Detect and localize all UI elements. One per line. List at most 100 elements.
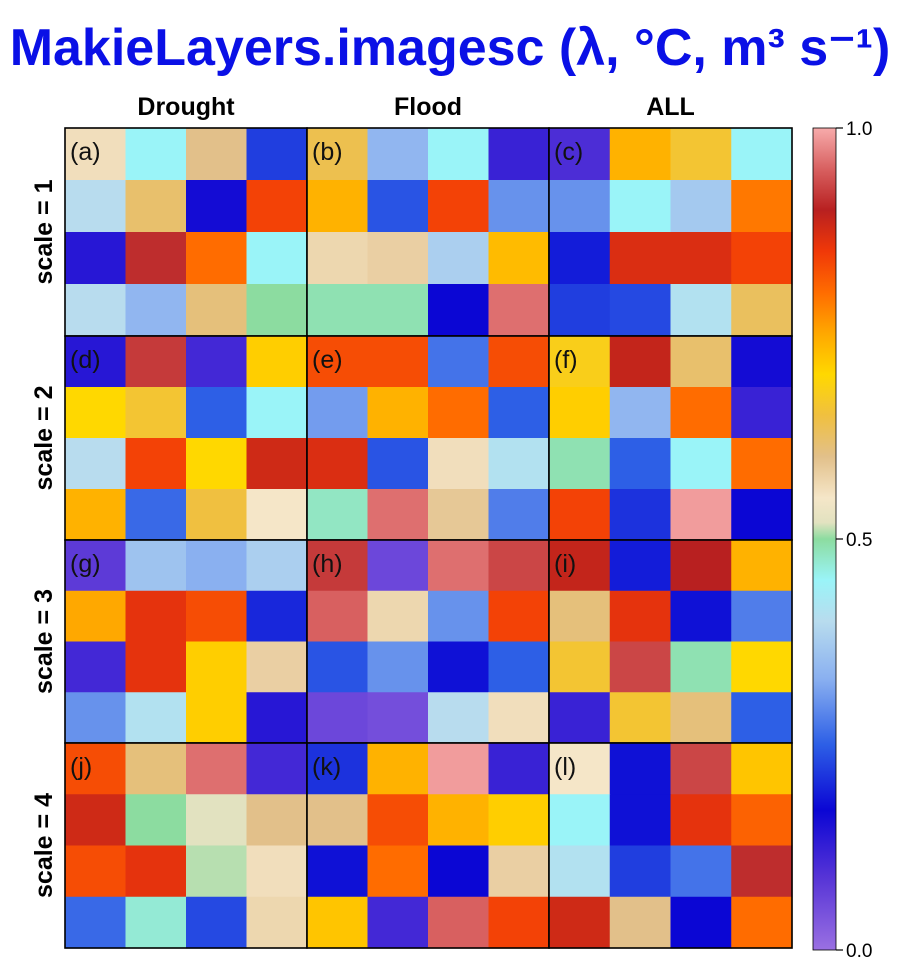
heatmap-cell bbox=[186, 540, 248, 592]
colorbar-gradient bbox=[813, 128, 836, 950]
heatmap-cell bbox=[307, 232, 369, 285]
heatmap-cell bbox=[307, 590, 369, 643]
heatmap-cell bbox=[186, 845, 248, 898]
heatmap-cell bbox=[488, 692, 550, 744]
heatmap-cell bbox=[307, 896, 369, 949]
heatmap-cell bbox=[367, 489, 429, 541]
heatmap-cell bbox=[186, 489, 248, 541]
heatmap-cell bbox=[609, 590, 672, 643]
heatmap-cell bbox=[246, 590, 308, 643]
panel-j: (j) bbox=[64, 742, 308, 949]
heatmap-cell bbox=[731, 845, 793, 898]
heatmap-cell bbox=[488, 284, 550, 337]
heatmap-cell bbox=[670, 641, 732, 693]
heatmap-cell bbox=[670, 387, 732, 439]
heatmap-cell bbox=[125, 489, 187, 541]
heatmap-cell bbox=[367, 540, 429, 592]
heatmap-cell bbox=[488, 540, 550, 592]
panel-label: (h) bbox=[312, 550, 343, 578]
heatmap-cell bbox=[65, 489, 127, 541]
heatmap-cell bbox=[670, 438, 732, 490]
heatmap-cell bbox=[549, 180, 611, 233]
heatmap-cell bbox=[125, 336, 187, 388]
heatmap-cell bbox=[65, 692, 127, 744]
heatmap-cell bbox=[609, 540, 672, 592]
heatmap-cell bbox=[549, 743, 611, 795]
heatmap-cell bbox=[428, 489, 490, 541]
column-header-flood: Flood bbox=[394, 93, 462, 121]
heatmap-cell bbox=[731, 794, 793, 847]
row-label-scale-4: scale = 4 bbox=[30, 793, 58, 898]
heatmap-cell bbox=[549, 284, 611, 337]
heatmap-cell bbox=[731, 438, 793, 490]
heatmap-cell bbox=[670, 692, 732, 744]
heatmap-cell bbox=[670, 540, 732, 592]
heatmap-cell bbox=[367, 284, 429, 337]
heatmap-cell bbox=[307, 743, 369, 795]
panel-label: (a) bbox=[70, 138, 101, 166]
heatmap-cell bbox=[670, 180, 732, 233]
heatmap-cell bbox=[731, 540, 793, 592]
heatmap-cell bbox=[731, 232, 793, 285]
heatmap-cell bbox=[609, 794, 672, 847]
heatmap-cell bbox=[609, 180, 672, 233]
heatmap-cell bbox=[367, 128, 429, 181]
heatmap-cell bbox=[488, 387, 550, 439]
heatmap-cell bbox=[65, 180, 127, 233]
heatmap-cell bbox=[246, 336, 308, 388]
heatmap-cell bbox=[670, 896, 732, 949]
heatmap-cell bbox=[65, 232, 127, 285]
panel-label: (e) bbox=[312, 346, 343, 374]
heatmap-cell bbox=[488, 438, 550, 490]
heatmap-cell bbox=[549, 540, 611, 592]
heatmap-cell bbox=[65, 794, 127, 847]
panel-k: (k) bbox=[306, 742, 550, 949]
panel-label: (g) bbox=[70, 550, 101, 578]
heatmap-cell bbox=[549, 590, 611, 643]
heatmap-cell bbox=[488, 641, 550, 693]
heatmap-cell bbox=[609, 845, 672, 898]
heatmap-cell bbox=[367, 641, 429, 693]
heatmap-cell bbox=[609, 438, 672, 490]
heatmap-cell bbox=[428, 180, 490, 233]
heatmap-cell bbox=[307, 438, 369, 490]
heatmap-cell bbox=[125, 387, 187, 439]
heatmap-cell bbox=[731, 896, 793, 949]
heatmap-cell bbox=[186, 794, 248, 847]
heatmap-cell bbox=[549, 336, 611, 388]
heatmap-cell bbox=[609, 284, 672, 337]
heatmap-cell bbox=[246, 692, 308, 744]
heatmap-cell bbox=[428, 336, 490, 388]
heatmap-cell bbox=[65, 438, 127, 490]
panel-a: (a) bbox=[64, 127, 308, 337]
heatmap-cell bbox=[488, 896, 550, 949]
heatmap-cell bbox=[428, 438, 490, 490]
heatmap-cell bbox=[186, 641, 248, 693]
heatmap-cell bbox=[186, 743, 248, 795]
colorbar-tick-label: 0.0 bbox=[846, 941, 872, 962]
heatmap-cell bbox=[246, 489, 308, 541]
heatmap-cell bbox=[125, 128, 187, 181]
heatmap-cell bbox=[367, 387, 429, 439]
heatmap-cell bbox=[670, 845, 732, 898]
heatmap-cell bbox=[367, 336, 429, 388]
heatmap-cell bbox=[488, 743, 550, 795]
heatmap-cell bbox=[670, 590, 732, 643]
heatmap-cell bbox=[246, 743, 308, 795]
column-header-drought: Drought bbox=[137, 93, 235, 121]
panel-label: (i) bbox=[554, 550, 576, 578]
heatmap-cell bbox=[125, 641, 187, 693]
heatmap-cell bbox=[65, 845, 127, 898]
colorbar-tick-label: 0.5 bbox=[846, 530, 872, 551]
heatmap-cell bbox=[670, 232, 732, 285]
heatmap-cell bbox=[246, 641, 308, 693]
heatmap-cell bbox=[731, 284, 793, 337]
heatmap-cell bbox=[125, 540, 187, 592]
heatmap-cell bbox=[125, 590, 187, 643]
panel-label: (j) bbox=[70, 753, 92, 781]
heatmap-cell bbox=[549, 489, 611, 541]
heatmap-cell bbox=[65, 336, 127, 388]
heatmap-cell bbox=[428, 387, 490, 439]
heatmap-cell bbox=[731, 641, 793, 693]
heatmap-cell bbox=[246, 284, 308, 337]
